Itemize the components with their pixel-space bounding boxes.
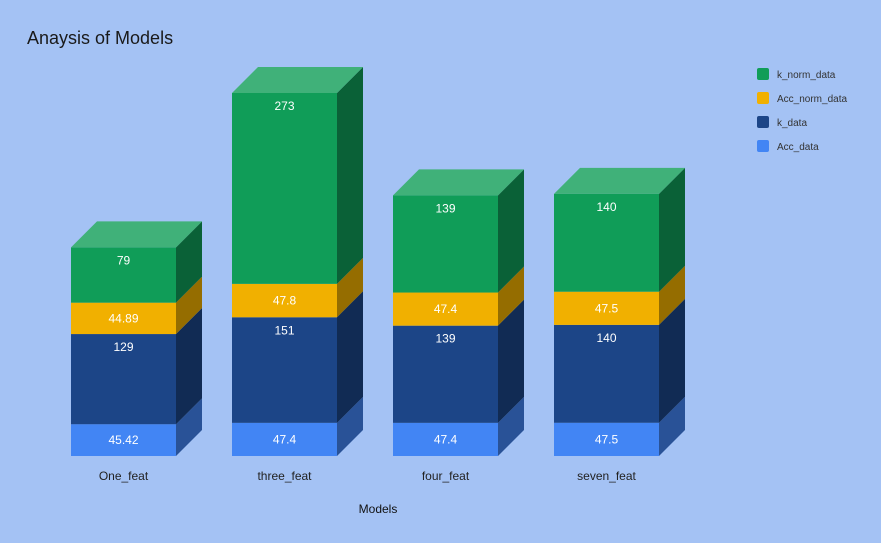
bar-four-feat-k-norm-data [393, 195, 498, 293]
legend: k_norm_data Acc_norm_data k_data Acc_data [757, 68, 847, 153]
legend-item-acc-data: Acc_data [757, 140, 819, 153]
data-label-seven-feat-k-norm-data: 140 [596, 200, 616, 214]
data-label-one-feat-k-norm-data: 79 [117, 253, 131, 267]
data-label-three-feat-acc-norm-data: 47.8 [273, 294, 297, 308]
data-label-three-feat-k-norm-data: 273 [274, 99, 294, 113]
data-label-four-feat-acc-data: 47.4 [434, 432, 458, 446]
bar-stack-four-feat: 47.4 139 47.4 139 [393, 169, 524, 456]
chart-title: Anaysis of Models [27, 28, 173, 48]
data-label-four-feat-k-data: 139 [435, 332, 455, 346]
bar-one-feat-acc-norm-data [71, 302, 176, 335]
bar-one-feat-k-norm-data-top [71, 221, 202, 248]
bar-four-feat-acc-norm-data-side [498, 266, 524, 326]
bar-seven-feat-acc-norm-data-side [659, 265, 685, 325]
bar-three-feat-k-norm-data [232, 93, 337, 284]
legend-label-acc-norm-data: Acc_norm_data [777, 94, 847, 105]
bar-three-feat-k-data-side [337, 291, 363, 423]
bar-three-feat-acc-norm-data [232, 283, 337, 318]
legend-swatch-acc-data [757, 140, 769, 152]
legend-swatch-k-norm-data [757, 68, 769, 80]
bar-three-feat-acc-data [232, 422, 337, 456]
bars-group: 45.4212944.897947.415147.827347.413947.4… [71, 67, 685, 456]
data-label-one-feat-acc-norm-data: 44.89 [108, 311, 138, 325]
bar-seven-feat-acc-norm-data [554, 291, 659, 325]
x-axis-label: Models [359, 502, 398, 516]
legend-label-k-norm-data: k_norm_data [777, 70, 836, 81]
category-labels: One_feat three_feat four_feat seven_feat [99, 469, 637, 483]
bar-three-feat-k-norm-data-top [232, 67, 363, 93]
x-tick-label-seven-feat: seven_feat [577, 469, 636, 483]
data-label-four-feat-acc-norm-data: 47.4 [434, 302, 458, 316]
data-label-four-feat-k-norm-data: 139 [435, 201, 455, 215]
data-label-seven-feat-k-data: 140 [596, 331, 616, 345]
bar-stack-one-feat: 45.42 129 44.89 79 [71, 221, 202, 456]
legend-swatch-acc-norm-data [757, 92, 769, 104]
legend-item-k-norm-data: k_norm_data [757, 68, 836, 81]
data-label-one-feat-acc-data: 45.42 [108, 433, 138, 447]
data-label-three-feat-acc-data: 47.4 [273, 432, 297, 446]
bar-three-feat-k-data [232, 317, 337, 423]
bar-four-feat-acc-data [393, 422, 498, 456]
bar-one-feat-acc-data [71, 424, 176, 456]
data-label-three-feat-k-data: 151 [274, 323, 294, 337]
bar-four-feat-k-norm-data-top [393, 169, 524, 196]
bar-four-feat-acc-norm-data [393, 292, 498, 326]
data-label-one-feat-k-data: 129 [113, 340, 133, 354]
bar-four-feat-k-data-side [498, 299, 524, 423]
bar-four-feat-k-data [393, 325, 498, 423]
legend-swatch-k-data [757, 116, 769, 128]
bar-three-feat-acc-data-side [337, 396, 363, 456]
legend-label-acc-data: Acc_data [777, 142, 819, 153]
legend-item-acc-norm-data: Acc_norm_data [757, 92, 847, 105]
legend-label-k-data: k_data [777, 118, 807, 129]
bar-seven-feat-acc-data-side [659, 396, 685, 456]
data-label-seven-feat-acc-data: 47.5 [595, 432, 619, 446]
bar-seven-feat-k-norm-data [554, 193, 659, 292]
bar-one-feat-k-norm-data-side [176, 221, 202, 303]
legend-item-k-data: k_data [757, 116, 807, 129]
x-tick-label-three-feat: three_feat [257, 469, 312, 483]
bar-one-feat-acc-norm-data-side [176, 276, 202, 335]
bar-one-feat-k-norm-data [71, 247, 176, 303]
bar-one-feat-acc-data-side [176, 398, 202, 456]
bar-seven-feat-k-data [554, 324, 659, 423]
bar-stack-three-feat: 47.4 151 47.8 273 [232, 67, 363, 456]
bar-seven-feat-acc-data [554, 422, 659, 456]
bar-seven-feat-k-data-side [659, 298, 685, 423]
bar-seven-feat-k-norm-data-top [554, 167, 685, 194]
bar-three-feat-k-norm-data-side [337, 67, 363, 284]
bar-stack-seven-feat: 47.5 140 47.5 140 [554, 167, 685, 456]
x-tick-label-four-feat: four_feat [422, 469, 470, 483]
bar-one-feat-k-data-side [176, 308, 202, 425]
data-label-seven-feat-acc-norm-data: 47.5 [595, 301, 619, 315]
bar-one-feat-k-data [71, 334, 176, 425]
bar-four-feat-acc-data-side [498, 396, 524, 456]
bar-three-feat-acc-norm-data-side [337, 257, 363, 318]
bar-four-feat-k-norm-data-side [498, 169, 524, 293]
bar-seven-feat-k-norm-data-side [659, 167, 685, 292]
x-tick-label-one-feat: One_feat [99, 469, 149, 483]
